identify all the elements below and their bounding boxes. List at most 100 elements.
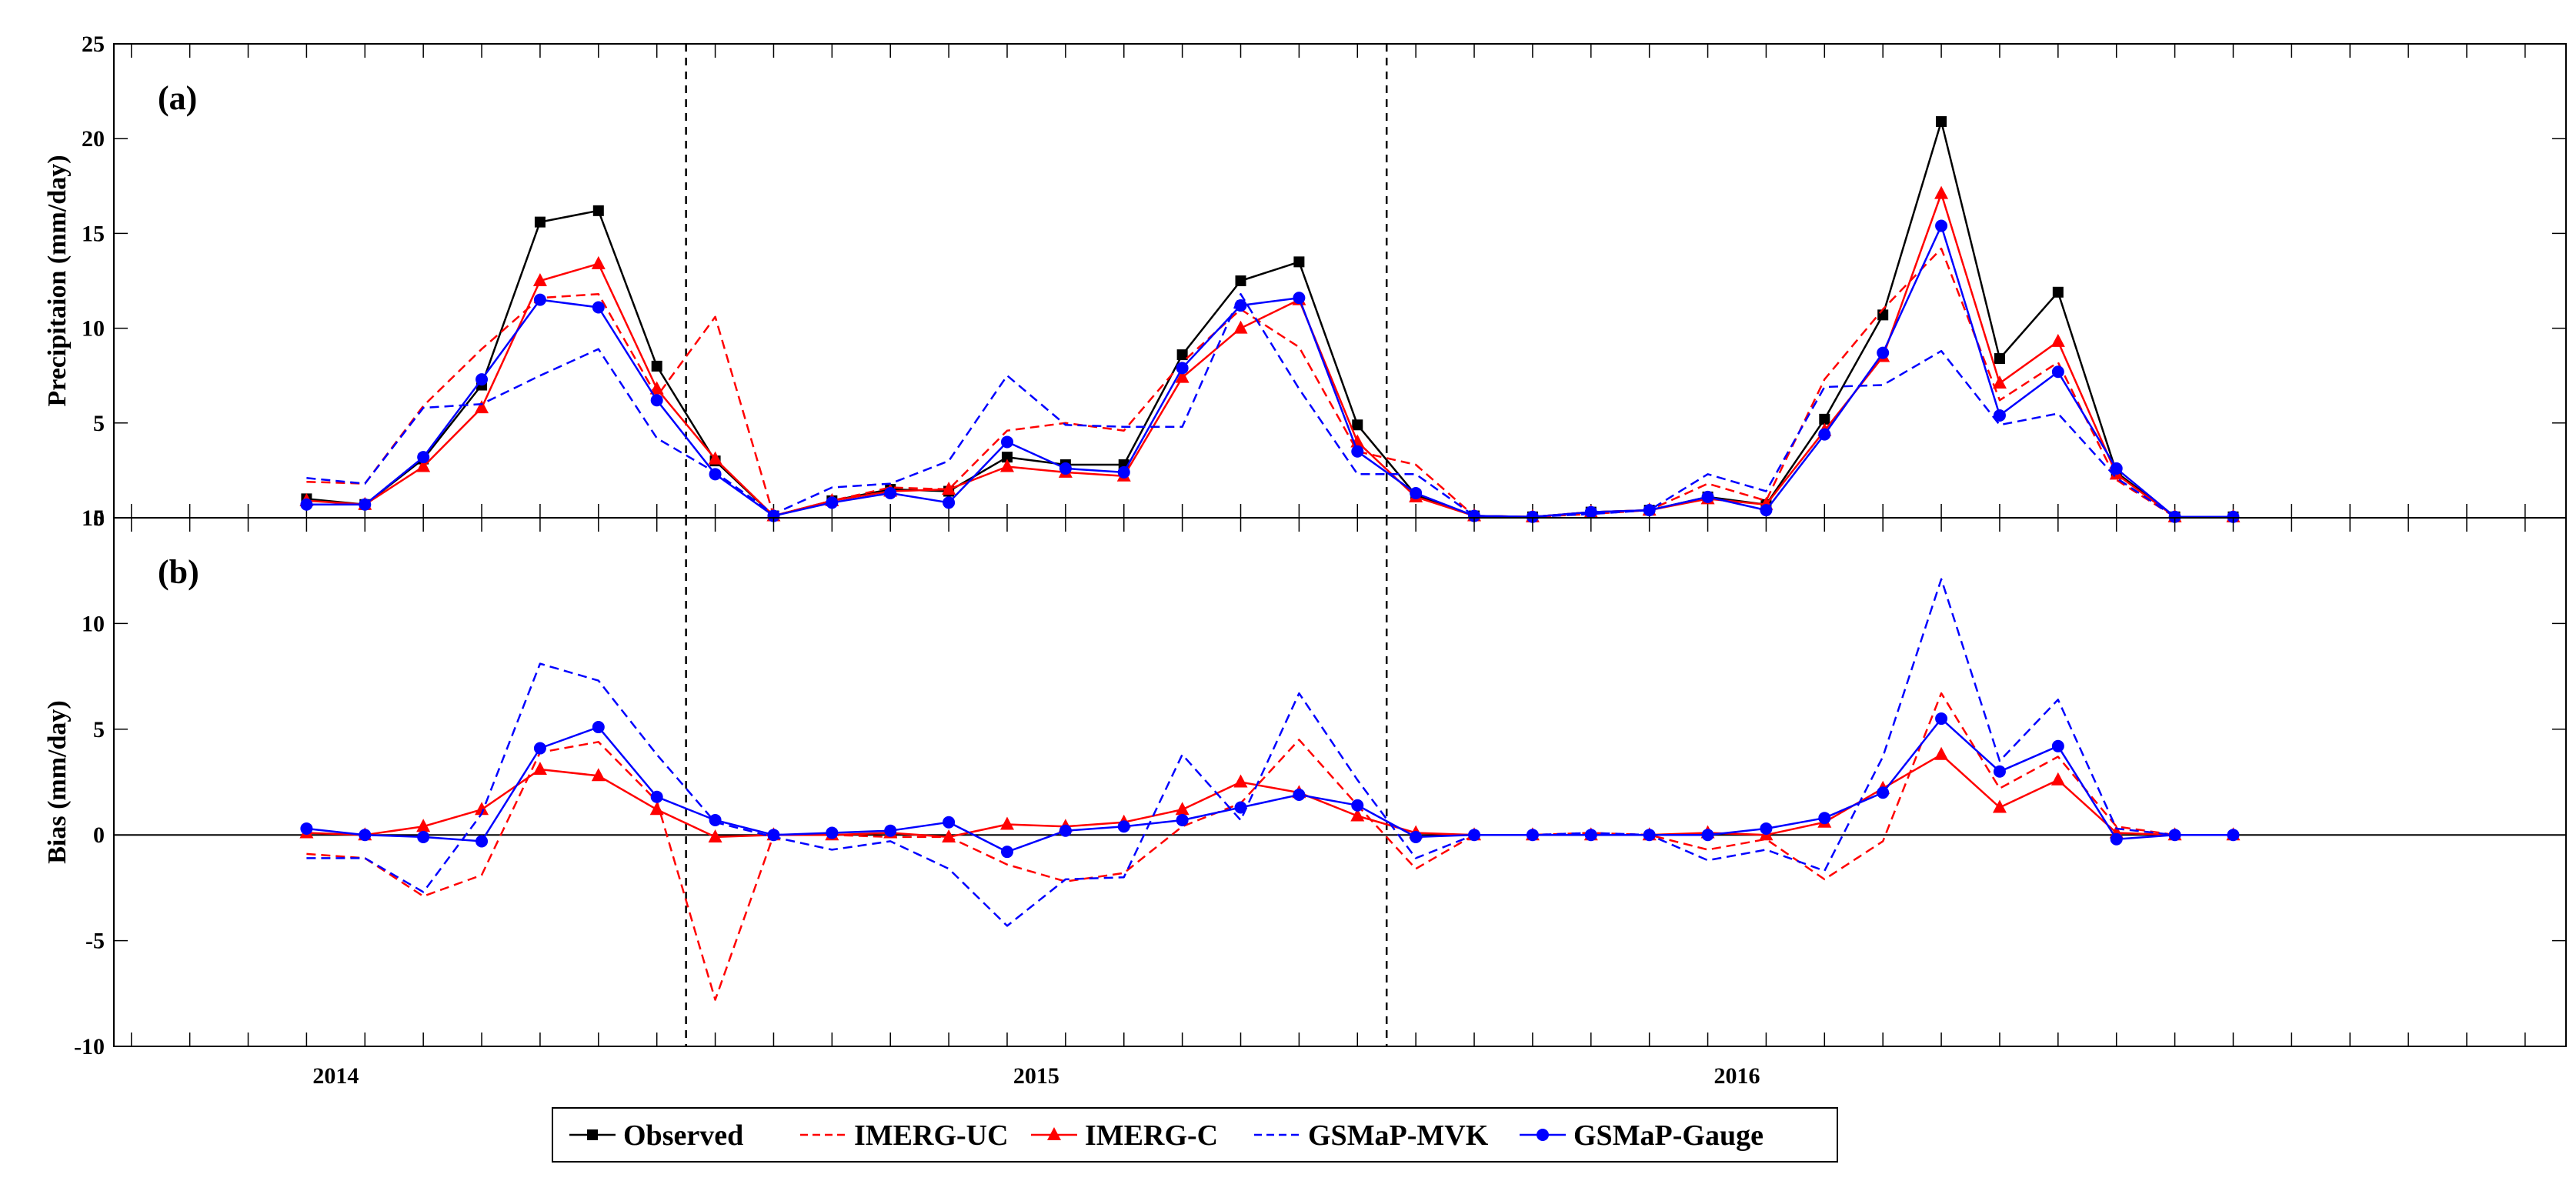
gsmap_gauge-point <box>1701 829 1714 842</box>
legend-marker-observed <box>587 1129 598 1140</box>
legend-box <box>552 1107 1838 1163</box>
y-tick-label: 10 <box>82 611 105 636</box>
gsmap_gauge-point <box>1117 820 1130 833</box>
gsmap_gauge-point <box>943 816 956 829</box>
gsmap_gauge-point <box>1584 829 1597 842</box>
gsmap_gauge-point <box>826 496 839 509</box>
y-tick-label: 25 <box>82 32 105 57</box>
panel-label: (b) <box>158 553 199 591</box>
imerg_c-point <box>649 802 664 816</box>
series-gsmap_mvk <box>306 292 2234 519</box>
observed-point <box>1176 349 1188 361</box>
gsmap_gauge-point <box>1877 346 1890 359</box>
panel-b-bias: -10 -5 0 5 10 15 Bias (mm/day) (b) 2014 2015 2016 <box>43 505 2567 1089</box>
imerg_c-point <box>591 768 606 782</box>
imerg_c-point <box>2050 333 2065 347</box>
imerg_c-point <box>416 819 431 832</box>
observed-point <box>534 216 546 228</box>
plot-frame <box>113 43 2567 519</box>
gsmap_gauge-point <box>592 721 605 734</box>
gsmap_gauge-point <box>709 468 722 481</box>
legend-label-observed: Observed <box>623 1119 743 1152</box>
gsmap_gauge-point <box>1584 505 1597 519</box>
y-axis-title: Precipitaion (mm/day) <box>43 155 72 406</box>
gsmap_gauge-point <box>2110 832 2123 846</box>
gsmap_gauge-point <box>359 498 372 511</box>
y-tick-label: 5 <box>93 717 105 742</box>
imerg_c-point <box>1175 369 1190 383</box>
gsmap_gauge-point <box>1234 801 1247 814</box>
legend-label-gsmap_mvk: GSMaP-MVK <box>1308 1119 1489 1152</box>
y-tick-label: 20 <box>82 126 105 152</box>
observed-point <box>651 360 662 372</box>
observed-point <box>1936 116 1947 128</box>
gsmap_gauge-point <box>2051 739 2064 752</box>
gsmap_gauge-point <box>709 813 722 826</box>
legend-label-imerg_uc: IMERG-UC <box>854 1119 1009 1152</box>
y-tick-label: 0 <box>93 505 105 531</box>
y-tick-label: 15 <box>82 505 105 531</box>
gsmap_gauge-point <box>1993 765 2006 778</box>
gsmap_gauge-point <box>650 394 663 407</box>
imerg_c-point <box>999 816 1014 830</box>
gsmap_gauge-point <box>1526 510 1539 523</box>
gsmap_gauge-point <box>1643 829 1656 842</box>
gsmap_gauge-point <box>1117 465 1130 479</box>
legend-marker-gsmap_gauge <box>1537 1129 1549 1141</box>
gsmap_gauge-point <box>650 790 663 803</box>
gsmap_gauge-point <box>1176 362 1189 375</box>
gsmap_gauge-point <box>826 826 839 839</box>
plot-frame <box>113 517 2567 1047</box>
gsmap_gauge-point <box>1059 824 1072 837</box>
gsmap_gauge-point <box>2227 510 2240 523</box>
legend-label-gsmap_gauge: GSMaP-Gauge <box>1573 1119 1763 1152</box>
observed-point <box>1293 256 1305 268</box>
y-tick-label: -10 <box>74 1034 105 1059</box>
imerg_c-point <box>649 381 664 395</box>
x-tick-label: 2016 <box>1713 1063 1760 1089</box>
imerg_c-point <box>1992 799 2007 813</box>
imerg_c-point <box>475 400 489 414</box>
imerg_c-point <box>1934 746 1949 760</box>
gsmap_gauge-point <box>417 830 430 843</box>
gsmap_gauge-point <box>943 496 956 509</box>
series-observed <box>306 120 2234 519</box>
gsmap_gauge-point <box>1877 786 1890 799</box>
observed-point <box>1994 353 2005 365</box>
gsmap_gauge-point <box>767 829 780 842</box>
panel-a-precipitation: 0 5 10 15 20 25 Precipitaion (mm/day) (a) <box>43 32 2567 531</box>
gsmap_gauge-point <box>1351 445 1364 458</box>
imerg_c-point <box>1233 320 1248 334</box>
imerg_c-point <box>475 802 489 816</box>
series-gsmap_gauge <box>306 717 2234 853</box>
series-gsmap_gauge <box>306 225 2234 519</box>
y-tick-label: 10 <box>82 316 105 342</box>
gsmap_gauge-point <box>1993 409 2006 422</box>
gsmap_gauge-point <box>1526 829 1539 842</box>
gsmap_gauge-point <box>1468 509 1481 522</box>
gsmap_gauge-point <box>1935 219 1948 232</box>
gsmap_gauge-point <box>1818 812 1831 825</box>
gsmap_gauge-point <box>1643 504 1656 517</box>
gsmap_gauge-point <box>300 822 313 835</box>
gsmap_gauge-point <box>1410 830 1423 843</box>
series-imerg_uc <box>306 692 2234 1001</box>
y-axis-title: Bias (mm/day) <box>43 700 72 864</box>
legend: Observed IMERG-UC IMERG-C GSMaP-MVK GSMaP-Ga… <box>552 1107 1838 1163</box>
gsmap_gauge-point <box>1000 435 1013 449</box>
gsmap_gauge-point <box>2110 462 2123 475</box>
imerg_c-point <box>708 829 722 842</box>
imerg_c-point <box>1350 808 1365 822</box>
gsmap_gauge-point <box>1176 813 1189 826</box>
gsmap_gauge-point <box>1760 504 1773 517</box>
gsmap_gauge-point <box>1059 462 1072 475</box>
observed-point <box>2052 286 2064 298</box>
imerg_c-point <box>1934 185 1949 199</box>
gsmap_gauge-point <box>475 835 489 848</box>
imerg_c-point <box>532 273 547 286</box>
gsmap_gauge-point <box>417 451 430 464</box>
gsmap_gauge-point <box>1351 799 1364 812</box>
panel-label: (a) <box>158 79 197 117</box>
imerg_c-point <box>591 255 606 269</box>
y-tick-label: 15 <box>82 221 105 246</box>
